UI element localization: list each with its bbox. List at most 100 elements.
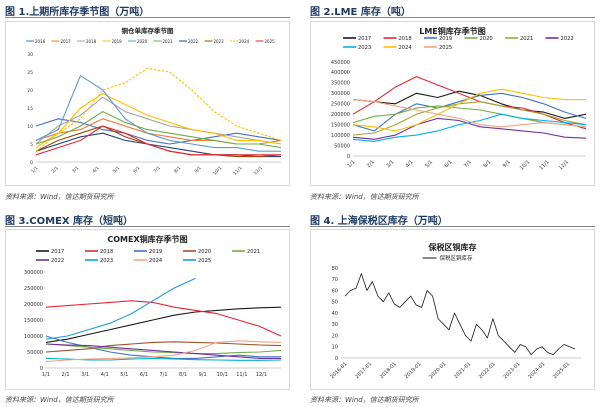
legend-entry: 2023 <box>343 45 371 51</box>
x-tick-label: 2022-01 <box>478 361 497 380</box>
y-tick-label: 20 <box>27 88 33 94</box>
y-tick-label: 50000 <box>27 350 43 356</box>
y-tick-label: 80 <box>332 266 338 272</box>
y-tick-label: 200000 <box>24 302 43 308</box>
legend-entry: 2017 <box>51 39 71 44</box>
series-line <box>352 117 587 140</box>
series-line <box>344 273 576 355</box>
series-line <box>45 341 282 353</box>
legend-entry: 2017 <box>343 36 371 42</box>
x-tick-label: 9/1 <box>199 372 207 378</box>
figure-caption: 图 2.LME 库存（吨） <box>310 7 411 18</box>
legend-entry: 2018 <box>383 36 412 42</box>
series-line <box>45 306 282 343</box>
y-tick-label: 30 <box>332 322 338 328</box>
y-tick-label: 450000 <box>331 60 350 66</box>
svg-text:2022: 2022 <box>561 36 574 42</box>
x-tick-label: 5/1 <box>424 159 434 169</box>
svg-text:2016: 2016 <box>35 39 46 44</box>
svg-text:2024: 2024 <box>239 39 250 44</box>
series-line <box>35 96 282 145</box>
series-line <box>45 340 282 363</box>
y-tick-label: 200000 <box>331 112 350 118</box>
legend-entry: 2019 <box>424 36 452 42</box>
chart-lme-svg: LME铜库存季节图 2017 2018 2019 2020 2021 2022 2023 202… <box>331 26 587 171</box>
x-tick-label: 4/1 <box>405 159 415 169</box>
y-tick-label: 0 <box>335 356 338 362</box>
legend-entry: 2021 <box>153 39 173 44</box>
x-tick-label: 4/1 <box>91 165 100 174</box>
divider <box>310 226 595 227</box>
x-tick-label: 12/1 <box>256 372 267 378</box>
y-tick-label: 250000 <box>24 286 43 292</box>
y-tick-label: 10 <box>27 124 33 130</box>
x-tick-label: 2020-01 <box>428 361 447 380</box>
y-tick-label: 20 <box>332 333 338 339</box>
x-tick-label: 11/1 <box>232 165 243 176</box>
legend-entry: 2018 <box>85 249 113 255</box>
y-tick-label: 100000 <box>24 334 43 340</box>
x-tick-label: 6/1 <box>444 159 454 169</box>
legend-entry: 2023 <box>85 258 113 264</box>
x-tick-label: 1/1 <box>30 165 39 174</box>
legend-entry: 2020 <box>128 39 148 44</box>
source-note: 资料来源：Wind，信达期货研究所 <box>5 193 114 201</box>
figure-caption: 图 1.上期所库存季节图（万吨） <box>5 7 150 18</box>
x-tick-label: 2/1 <box>62 372 70 378</box>
legend-entry: 2024 <box>134 258 163 264</box>
y-tick-label: 300000 <box>331 91 350 97</box>
y-tick-label: 0 <box>347 154 350 160</box>
series-line <box>352 99 587 128</box>
figure-caption: 图 3.COMEX 库存（短吨） <box>5 216 134 227</box>
x-tick-label: 9/1 <box>193 165 202 174</box>
y-tick-label: 25 <box>27 70 33 76</box>
legend-entry: 2019 <box>102 39 123 44</box>
x-tick-label: 11/1 <box>538 159 550 171</box>
y-tick-label: 70 <box>332 277 338 283</box>
series-line <box>45 335 281 359</box>
y-tick-label: 250000 <box>331 102 350 108</box>
svg-text:2025: 2025 <box>265 39 276 44</box>
y-tick-label: 350000 <box>331 81 350 87</box>
x-tick-label: 1/1 <box>346 159 356 169</box>
source-note: 资料来源：Wind，信达期货研究所 <box>310 193 419 201</box>
y-tick-label: 60 <box>332 288 338 294</box>
svg-text:2017: 2017 <box>51 249 64 255</box>
svg-text:2019: 2019 <box>112 39 123 44</box>
series-line <box>45 357 282 361</box>
x-tick-label: 7/1 <box>159 372 167 378</box>
x-tick-label: 4/1 <box>101 372 109 378</box>
x-tick-label: 3/1 <box>385 159 395 169</box>
legend-entry: 2019 <box>134 249 162 255</box>
svg-text:2023: 2023 <box>358 45 371 51</box>
series-line <box>45 277 196 340</box>
svg-text:2024: 2024 <box>149 258 163 264</box>
divider <box>5 226 290 227</box>
legend-entry: 2023 <box>204 39 224 44</box>
legend-entry: 2016 <box>26 39 46 44</box>
source-note: 资料来源：Wind，信达期货研究所 <box>310 396 419 404</box>
y-tick-label: 0 <box>30 160 33 166</box>
x-tick-label: 7/1 <box>463 159 473 169</box>
x-tick-label: 2025-01 <box>552 361 571 380</box>
svg-text:2018: 2018 <box>86 39 97 44</box>
legend-entry: 2022 <box>179 39 199 44</box>
x-tick-label: 2016-01 <box>329 361 348 380</box>
series-line <box>352 90 587 119</box>
x-tick-label: 5/1 <box>120 372 128 378</box>
legend-entry: 2024 <box>230 39 250 44</box>
svg-text:2021: 2021 <box>520 36 533 42</box>
svg-text:保税区铜库存: 保税区铜库存 <box>440 254 474 262</box>
series-line <box>35 111 282 149</box>
divider <box>5 17 290 18</box>
legend-entry: 2020 <box>464 36 493 42</box>
y-tick-label: 150000 <box>331 122 350 128</box>
y-tick-label: 150000 <box>24 318 43 324</box>
y-tick-label: 50000 <box>334 143 350 149</box>
series-line <box>352 88 586 132</box>
series-line <box>35 67 282 152</box>
svg-text:2017: 2017 <box>358 36 371 42</box>
chart-bonded: 保税区铜库存 保税区铜库存 0 10 20 30 40 50 60 70 80 2016-01 2017… <box>310 229 595 390</box>
legend-entry: 保税区铜库存 <box>422 254 474 262</box>
x-tick-label: 3/1 <box>81 372 89 378</box>
